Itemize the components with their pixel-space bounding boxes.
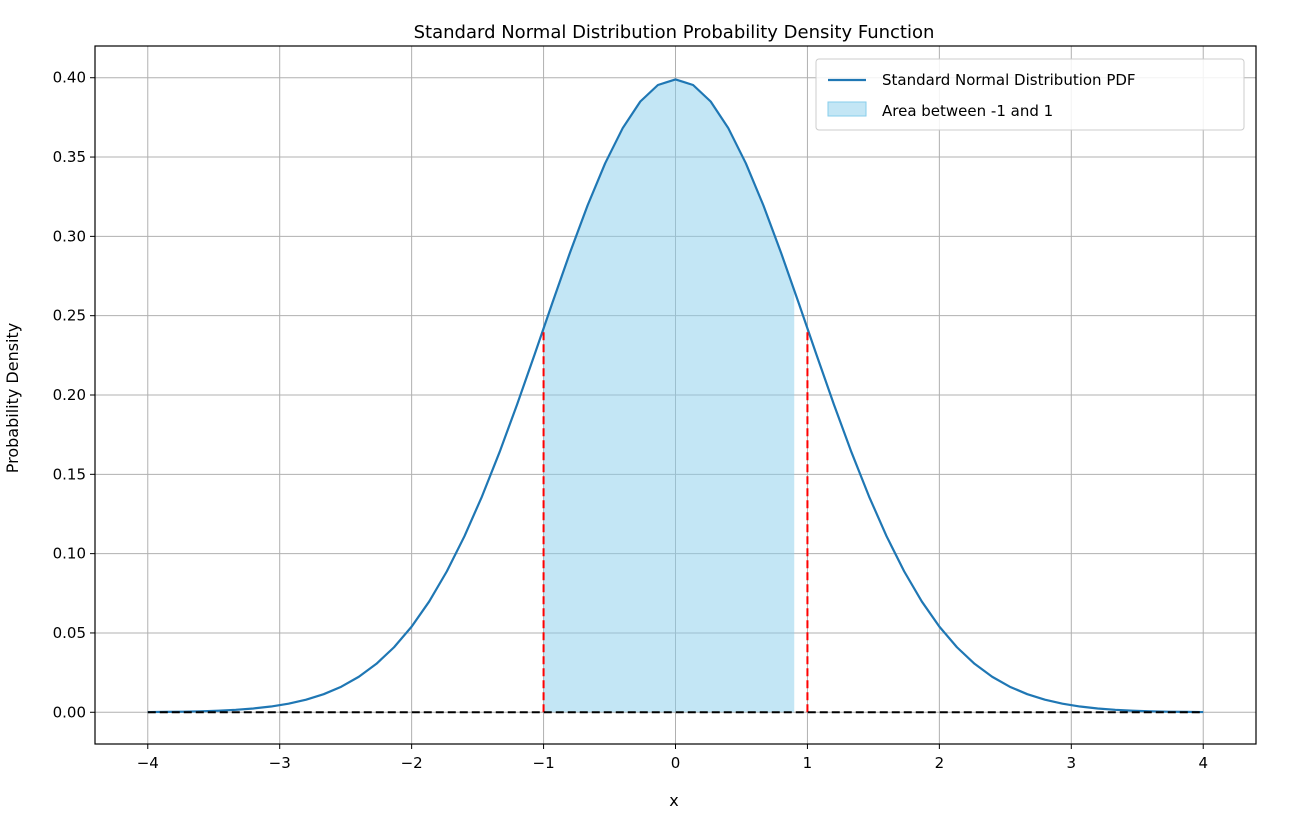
x-tick-label: −2 (401, 754, 423, 772)
y-tick-label: 0.35 (53, 148, 86, 166)
y-tick-label: 0.15 (53, 465, 86, 483)
y-tick-label: 0.00 (53, 703, 86, 721)
y-tick-label: 0.40 (53, 69, 86, 87)
legend-label-pdf: Standard Normal Distribution PDF (882, 71, 1136, 89)
legend-patch-swatch (827, 101, 867, 117)
chart-title: Standard Normal Distribution Probability… (414, 22, 935, 43)
x-axis: −4 −3 −2 −1 0 1 2 3 4 (137, 744, 1208, 772)
x-tick-label: 4 (1198, 754, 1208, 772)
x-axis-label: x (669, 791, 678, 810)
legend-label-area: Area between -1 and 1 (882, 102, 1053, 120)
x-tick-label: −1 (533, 754, 555, 772)
pdf-curve-line (147, 78, 1204, 714)
shaded-area (543, 79, 795, 713)
y-tick-label: 0.05 (53, 624, 86, 642)
reference-lines (147, 328, 1204, 714)
shaded-area-layer (543, 79, 795, 713)
y-axis-label: Probability Density (3, 323, 22, 474)
x-tick-label: −4 (137, 754, 159, 772)
y-axis: 0.00 0.05 0.10 0.15 0.20 0.25 0.30 0.35 0.40 (53, 69, 95, 721)
x-tick-label: 1 (803, 754, 813, 772)
legend: Standard Normal Distribution PDF Area be… (815, 58, 1245, 131)
x-tick-label: 2 (935, 754, 945, 772)
y-tick-label: 0.25 (53, 307, 86, 325)
series-layer (147, 78, 1204, 714)
x-tick-label: −3 (269, 754, 291, 772)
y-tick-label: 0.10 (53, 545, 86, 563)
x-tick-label: 3 (1067, 754, 1077, 772)
x-tick-label: 0 (671, 754, 681, 772)
y-tick-label: 0.20 (53, 386, 86, 404)
y-tick-label: 0.30 (53, 227, 86, 245)
legend-box (815, 58, 1245, 131)
